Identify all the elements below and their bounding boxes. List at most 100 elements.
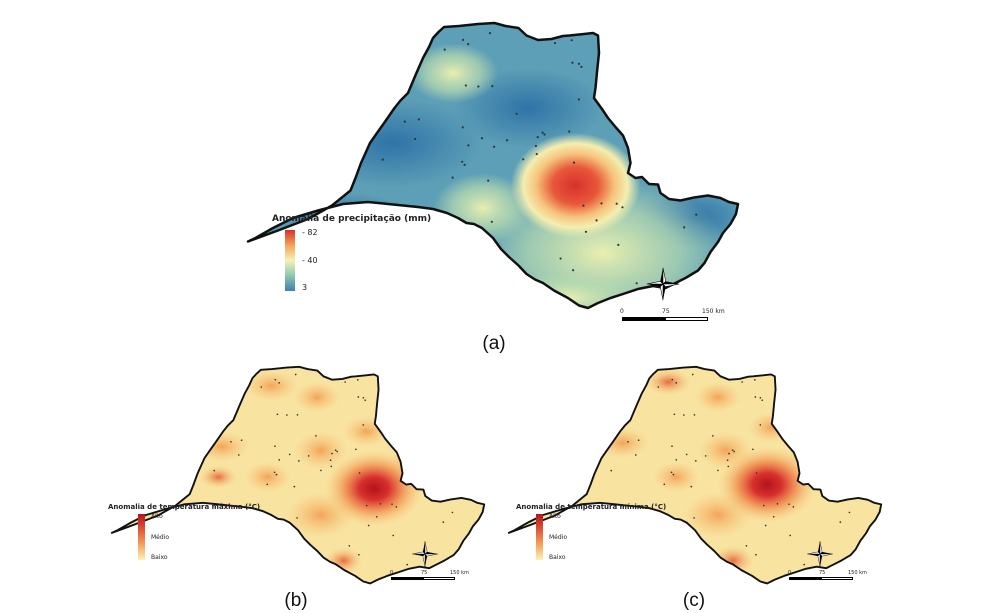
station-dot [685, 453, 688, 456]
legend-a: Anomalia de precipitação (mm) - 82 - 40 … [272, 214, 442, 294]
station-dot [459, 551, 462, 554]
station-dot [278, 459, 281, 461]
caption-a: (a) [482, 333, 506, 354]
station-dot [543, 133, 546, 136]
station-dot [507, 441, 509, 443]
station-dot [309, 81, 313, 84]
station-dot [490, 220, 493, 223]
station-dot [505, 139, 509, 142]
station-dot [476, 484, 479, 487]
station-dot [462, 38, 465, 41]
station-dot [254, 61, 257, 64]
station-dot [471, 475, 474, 478]
station-dot [517, 447, 520, 450]
station-dot [334, 449, 337, 451]
station-dot [617, 243, 620, 246]
station-dot [283, 36, 286, 39]
station-dot [357, 396, 360, 398]
scalebar-b-label-150: 150 km [450, 570, 469, 576]
caption-c: (c) [682, 590, 706, 611]
station-dot [752, 448, 754, 451]
station-dot [158, 411, 161, 414]
compass-rose-icon [412, 541, 438, 567]
station-dot [804, 392, 807, 394]
station-dot [392, 534, 395, 537]
station-dot [568, 130, 571, 133]
station-dot [137, 566, 140, 568]
station-dot [461, 126, 464, 129]
station-dot [379, 503, 382, 505]
station-dot [717, 469, 719, 472]
station-dot [480, 137, 484, 140]
station-dot [427, 394, 430, 396]
station-dot [522, 158, 525, 161]
station-dot [731, 449, 734, 451]
station-dot [604, 414, 607, 417]
station-dot [275, 473, 278, 476]
station-dot [461, 160, 464, 163]
caption-b: (b) [284, 590, 308, 611]
station-dot [274, 445, 276, 447]
station-dot [375, 294, 378, 297]
station-dot [207, 414, 210, 417]
station-dot [259, 129, 262, 132]
station-dot [281, 575, 284, 577]
station-dot [399, 23, 402, 26]
station-dot [759, 424, 762, 426]
station-dot [621, 206, 624, 209]
station-dot [755, 472, 758, 474]
station-dot [572, 269, 575, 272]
station-dot [711, 580, 713, 583]
station-dot [711, 298, 714, 301]
map-b [110, 365, 486, 585]
station-dot [571, 61, 574, 64]
station-dot [151, 415, 153, 418]
station-dot [188, 448, 191, 451]
station-dot [677, 554, 680, 557]
station-dot [657, 386, 660, 388]
station-dot [245, 121, 247, 123]
compass-rose-icon [646, 267, 680, 301]
station-dot [839, 521, 842, 523]
station-dot [475, 304, 478, 307]
station-dot [673, 413, 676, 416]
station-dot [759, 396, 762, 399]
scalebar-b-label-0: 0 [390, 570, 394, 576]
station-dot [615, 202, 618, 205]
station-dot [683, 226, 686, 229]
station-dot [126, 443, 129, 446]
station-dot [237, 454, 240, 456]
station-dot [333, 207, 337, 210]
station-dot [671, 445, 673, 447]
station-dot [183, 478, 185, 481]
north-arrow-c [807, 541, 833, 567]
station-dot [534, 566, 537, 568]
station-dot [764, 524, 767, 527]
legend-a-label-low: 3 [302, 283, 308, 292]
station-dot [240, 439, 243, 441]
station-dot [550, 460, 552, 462]
station-dot [317, 367, 320, 370]
station-dot [260, 386, 263, 388]
station-dot [171, 370, 173, 373]
legend-b-title: Anomalia de temperatura máxima (°C) [108, 503, 261, 511]
station-dot [265, 136, 268, 139]
station-dot [467, 231, 470, 234]
station-dot [577, 98, 581, 101]
station-dot [600, 202, 603, 205]
north-arrow-b [412, 541, 438, 567]
station-dot [511, 279, 515, 282]
legend-a-label-high: - 82 [302, 228, 318, 237]
station-dot [691, 373, 694, 376]
station-dot [568, 579, 571, 582]
station-dot [755, 553, 757, 556]
station-dot [776, 503, 779, 505]
station-dot [288, 453, 291, 456]
station-dot [745, 545, 748, 547]
station-dot [213, 469, 216, 472]
station-dot [868, 475, 871, 478]
station-dot [389, 391, 392, 393]
station-dot [719, 111, 722, 114]
station-dot [690, 485, 693, 488]
station-dot [568, 370, 570, 373]
